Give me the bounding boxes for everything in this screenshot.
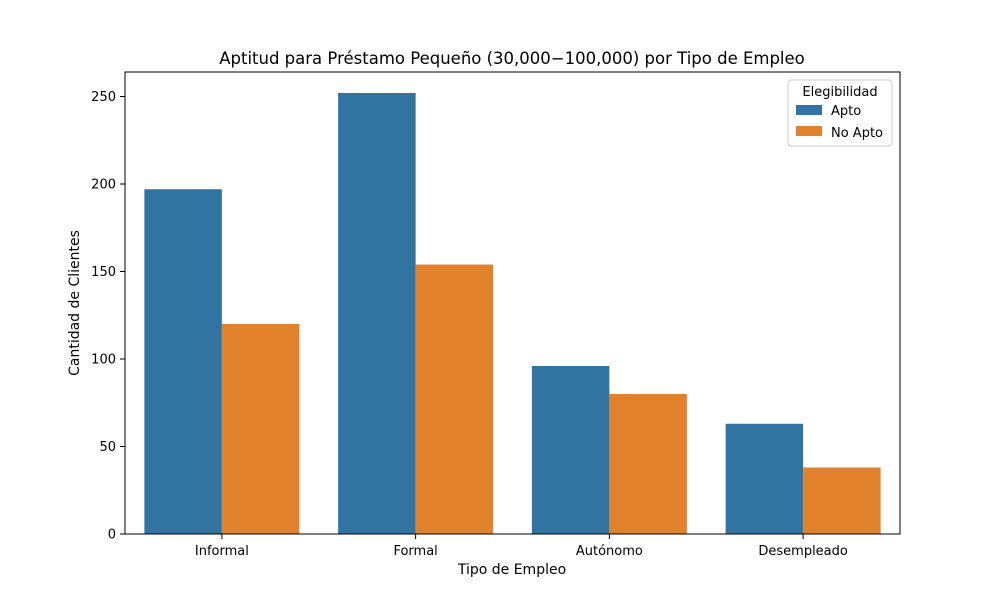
y-axis-label: Cantidad de Clientes (67, 230, 83, 376)
y-tick-label: 0 (108, 528, 116, 543)
bar-apto-autonomo (531, 366, 610, 534)
bar-apto-desempleado (725, 423, 804, 534)
bars (144, 93, 881, 534)
y-tick-label: 150 (91, 265, 116, 280)
plot-frame (124, 71, 901, 535)
bar-no-apto-formal (415, 264, 494, 534)
legend-label-apto: Apto (831, 104, 861, 119)
legend-title: Elegibilidad (802, 85, 877, 100)
x-tick-label: Informal (195, 544, 249, 559)
y-tick-label: 100 (91, 353, 116, 368)
bar-no-apto-informal (221, 324, 300, 534)
x-tick-label: Formal (393, 544, 437, 559)
bar-no-apto-desempleado (803, 467, 881, 534)
bar-apto-formal (338, 93, 416, 534)
x-axis-label: Tipo de Empleo (457, 562, 566, 578)
y-axis: 0 50 100 150 200 250 (91, 90, 125, 543)
bar-no-apto-autonomo (609, 394, 687, 534)
x-axis: Informal Formal Autónomo Desempleado (195, 534, 848, 559)
legend-label-no-apto: No Apto (831, 126, 883, 141)
y-tick-label: 200 (91, 178, 116, 193)
x-tick-label: Autónomo (576, 544, 643, 559)
y-tick-label: 250 (91, 90, 116, 105)
x-tick-label: Desempleado (758, 544, 848, 559)
bar-apto-informal (144, 189, 222, 534)
legend: Elegibilidad Apto No Apto (787, 79, 893, 147)
legend-swatch-no-apto (796, 126, 822, 136)
legend-swatch-apto (796, 105, 822, 115)
y-tick-label: 50 (99, 440, 116, 455)
chart-title: Aptitud para Préstamo Pequeño (30,000−10… (219, 49, 805, 68)
